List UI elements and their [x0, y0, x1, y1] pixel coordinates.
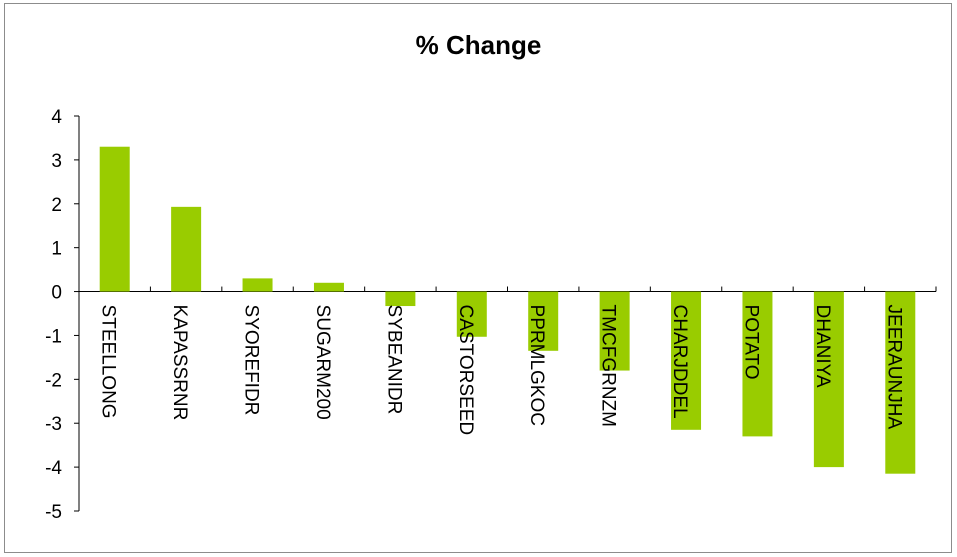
y-tick-label: -2	[45, 370, 62, 391]
x-tick-label: JEERAUNJHA	[883, 305, 904, 430]
x-tick-label: SYBEANIDR	[383, 305, 404, 415]
x-tick-label: PPRMLGKOC	[526, 305, 547, 426]
bar-charjddel	[671, 291, 702, 430]
bar-jeeraunjha	[885, 291, 916, 474]
y-tick-label: -1	[45, 326, 62, 347]
y-tick-label: -3	[45, 414, 62, 435]
x-tick-label: KAPASSRNR	[169, 305, 190, 421]
x-tick-label: SYOREFIDR	[241, 305, 262, 416]
y-tick-label: 1	[51, 239, 62, 260]
x-tick-label: CASTORSEED	[455, 305, 476, 436]
bar-pprmlgkoc	[528, 291, 559, 351]
y-tick-label: -5	[45, 502, 62, 523]
chart-title: % Change	[415, 30, 542, 60]
x-tick-label: DHANIYA	[812, 305, 833, 388]
bar-sybeanidr	[385, 291, 416, 307]
x-tick-label: SUGARM200	[312, 305, 333, 420]
bar-sugarm200	[313, 282, 344, 292]
y-tick-label: -4	[45, 458, 62, 479]
bar-dhaniya	[813, 291, 844, 468]
bar-syorefidr	[242, 278, 273, 292]
x-tick-label: CHARJDDEL	[669, 305, 690, 419]
bar-tmcfgrnzm	[599, 291, 630, 371]
x-tick-label: STEELLONG	[98, 305, 119, 419]
bar-steellong	[99, 146, 130, 292]
bar-kapassrnr	[171, 206, 202, 292]
x-tick-label: POTATO	[740, 305, 761, 380]
chart-frame	[4, 3, 952, 553]
y-tick-label: 2	[51, 195, 62, 216]
y-tick-label: 0	[51, 283, 62, 304]
y-tick-label: 3	[51, 151, 62, 172]
bar-potato	[742, 291, 773, 437]
bar-castorseed	[456, 291, 487, 337]
y-tick-label: 4	[51, 107, 62, 128]
x-tick-label: TMCFGRNZM	[598, 305, 619, 427]
